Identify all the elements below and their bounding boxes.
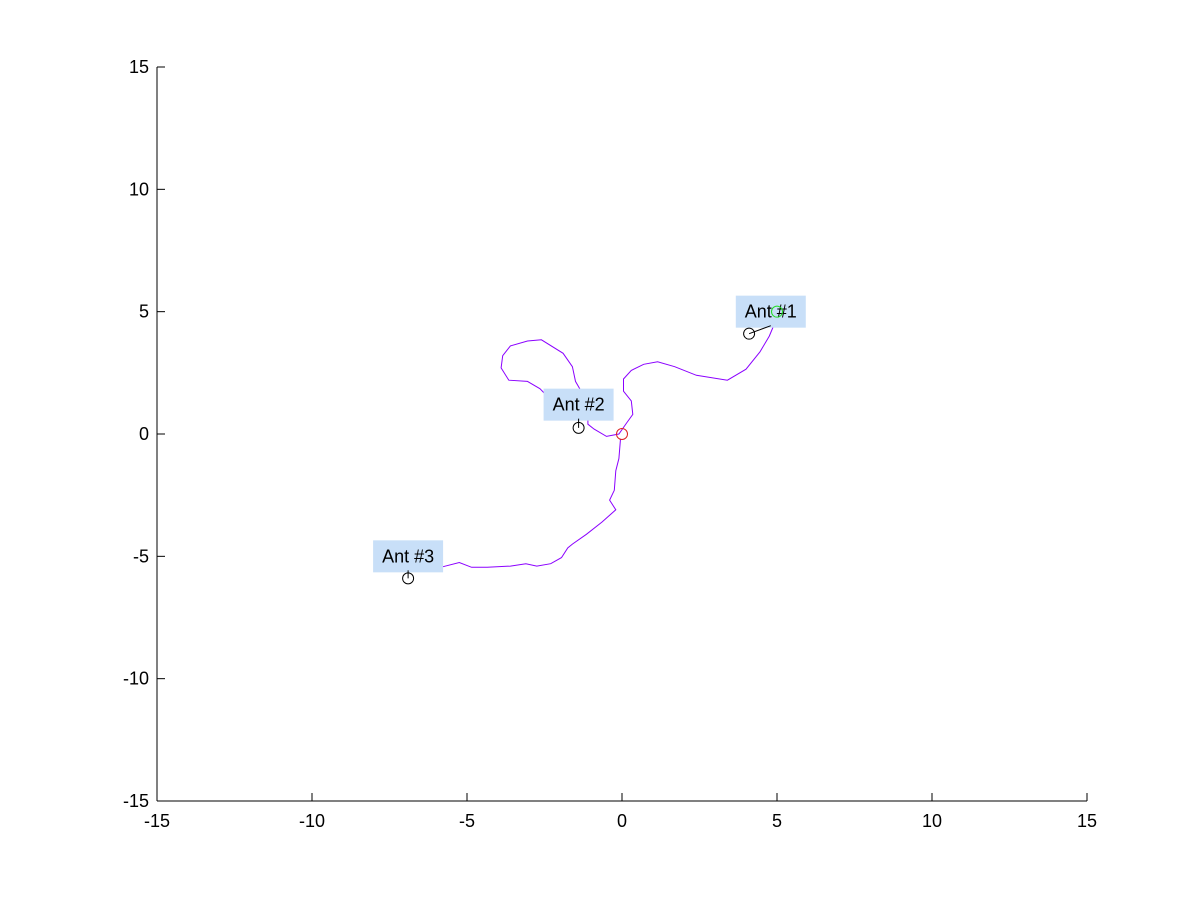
marker-layer bbox=[402, 305, 783, 585]
annotation-label: Ant #2 bbox=[553, 395, 605, 415]
y-tick-label: 15 bbox=[129, 57, 149, 77]
annotation-box bbox=[735, 295, 806, 328]
y-tick-label: 0 bbox=[139, 424, 149, 444]
x-tick-label: 10 bbox=[922, 811, 942, 831]
circle-marker-3 bbox=[743, 327, 756, 340]
x-tick-label: -10 bbox=[299, 811, 325, 831]
annotation-layer: Ant #1 Ant #2 Ant #3 bbox=[373, 295, 806, 579]
trajectory-line-2 bbox=[440, 438, 621, 568]
circle-marker-4 bbox=[572, 421, 585, 434]
y-tick-label: -5 bbox=[133, 546, 149, 566]
annotation-label: Ant #1 bbox=[745, 302, 797, 322]
y-tick-label: -15 bbox=[123, 791, 149, 811]
circle-marker-5 bbox=[402, 572, 415, 585]
annotation-label: Ant #3 bbox=[382, 546, 434, 566]
x-tick-label: 15 bbox=[1077, 811, 1097, 831]
y-tick-label: 5 bbox=[139, 302, 149, 322]
x-tick-label: -5 bbox=[459, 811, 475, 831]
trajectory-line-1 bbox=[500, 321, 776, 437]
x-tick-label: 5 bbox=[772, 811, 782, 831]
y-tick-label: -10 bbox=[123, 669, 149, 689]
y-tick-label: 10 bbox=[129, 179, 149, 199]
x-tick-label: -15 bbox=[144, 811, 170, 831]
plot-area: -15 -10 -5 0 5 10 15 -15 -10 -5 0 5 10 15 bbox=[123, 57, 1097, 831]
circle-marker-2 bbox=[616, 428, 628, 440]
x-tick-label: 0 bbox=[617, 811, 627, 831]
circle-marker-1 bbox=[771, 305, 783, 318]
annotation-box bbox=[543, 388, 614, 421]
annotation-leader-line bbox=[748, 325, 771, 335]
annotation-box bbox=[373, 540, 444, 573]
series-layer bbox=[440, 321, 776, 568]
